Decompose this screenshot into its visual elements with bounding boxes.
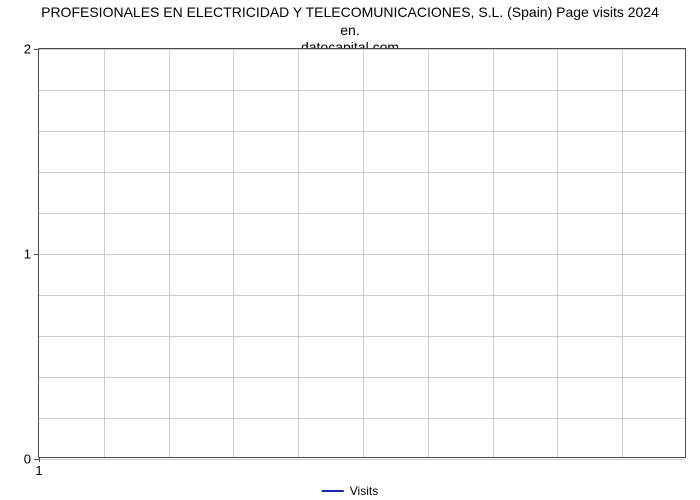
y-tick-mark: [34, 254, 39, 255]
gridline-vertical: [493, 49, 494, 457]
gridline-horizontal: [39, 49, 685, 50]
x-tick-mark: [39, 457, 40, 462]
gridline-vertical: [233, 49, 234, 457]
y-tick-mark: [34, 49, 39, 50]
legend-swatch: [322, 490, 344, 492]
gridline-horizontal: [39, 459, 685, 460]
gridline-vertical: [363, 49, 364, 457]
gridline-horizontal: [39, 254, 685, 255]
gridline-horizontal: [39, 336, 685, 337]
gridline-horizontal: [39, 131, 685, 132]
gridline-vertical: [104, 49, 105, 457]
chart-title-line1: PROFESIONALES EN ELECTRICIDAD Y TELECOMU…: [41, 4, 659, 38]
gridline-horizontal: [39, 418, 685, 419]
gridline-horizontal: [39, 377, 685, 378]
legend-label: Visits: [350, 484, 378, 498]
gridline-vertical: [557, 49, 558, 457]
gridline-horizontal: [39, 172, 685, 173]
gridline-horizontal: [39, 90, 685, 91]
gridline-vertical: [169, 49, 170, 457]
gridline-vertical: [428, 49, 429, 457]
gridline-vertical: [622, 49, 623, 457]
plot-area: 0121: [38, 48, 686, 458]
gridline-vertical: [298, 49, 299, 457]
gridline-horizontal: [39, 213, 685, 214]
gridline-horizontal: [39, 295, 685, 296]
chart-container: PROFESIONALES EN ELECTRICIDAD Y TELECOMU…: [0, 0, 700, 500]
legend: Visits: [322, 484, 378, 498]
